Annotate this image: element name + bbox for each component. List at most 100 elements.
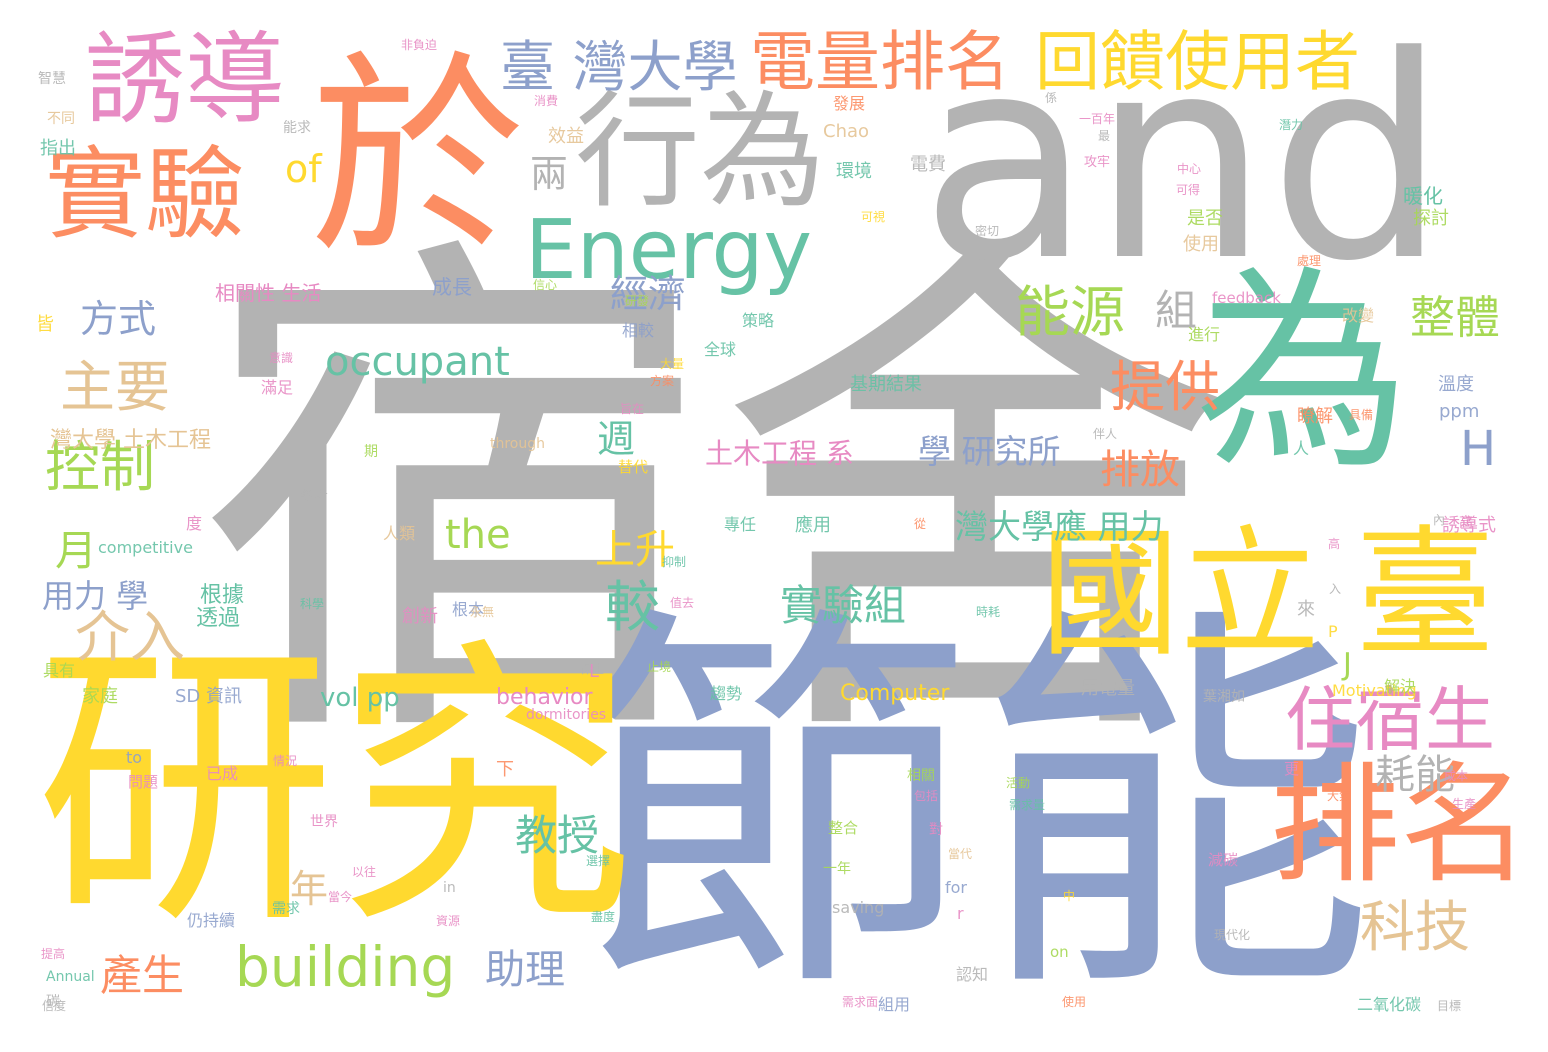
cloud-word: 研發: [625, 294, 650, 308]
cloud-word: 需求: [272, 901, 300, 917]
cloud-word: 活動: [1006, 776, 1031, 790]
cloud-word: 皆: [36, 314, 54, 335]
cloud-word: 透過: [196, 606, 241, 631]
cloud-word: 專任: [724, 515, 757, 534]
cloud-word: 信心: [533, 278, 558, 292]
cloud-word: 宿舍: [195, 197, 1235, 803]
cloud-word: P: [1328, 622, 1338, 641]
cloud-word: 實驗組: [780, 581, 907, 630]
cloud-word: 灣大學應 用力: [955, 507, 1164, 546]
cloud-word: 基期結果: [850, 374, 922, 395]
cloud-word: 行為: [575, 80, 825, 225]
cloud-word: 科學: [300, 597, 325, 611]
cloud-word: 全球: [704, 340, 737, 359]
cloud-word: 人: [1293, 439, 1310, 458]
cloud-word: 進行: [1188, 325, 1221, 344]
cloud-word: 來: [1297, 599, 1315, 620]
cloud-word: 碳: [46, 994, 60, 1010]
cloud-word: 電量排名: [750, 25, 1011, 100]
cloud-word: 成長: [432, 275, 472, 299]
cloud-word: 已成: [206, 764, 239, 783]
cloud-word: 最: [1098, 129, 1111, 143]
cloud-word: 大量: [660, 357, 685, 371]
cloud-word: 較: [605, 575, 661, 639]
cloud-word: 是否: [1187, 208, 1223, 229]
cloud-word: the: [445, 512, 511, 558]
cloud-word: 排放: [1100, 447, 1180, 493]
cloud-word: 潛力: [1279, 118, 1304, 132]
cloud-word: 兩: [530, 152, 569, 196]
cloud-word: 科技: [1360, 895, 1471, 959]
cloud-word: 整體: [1410, 291, 1501, 344]
cloud-word: 研究: [35, 615, 635, 964]
cloud-word: ppm: [1439, 401, 1480, 422]
cloud-word: 用電量: [1081, 678, 1135, 699]
cloud-word: 不同: [47, 111, 75, 127]
cloud-word: 排名: [1270, 749, 1531, 901]
cloud-word: 旨在: [620, 402, 645, 416]
cloud-word: H: [1460, 421, 1497, 477]
cloud-word: 主要: [60, 355, 171, 419]
cloud-word: 一百年: [1079, 112, 1116, 126]
cloud-word: of: [285, 147, 322, 191]
cloud-word: 指出: [40, 138, 76, 159]
cloud-word: 教授: [515, 811, 600, 860]
cloud-word: 度: [186, 514, 203, 533]
cloud-word: 值去: [670, 596, 695, 610]
cloud-word: 提高: [41, 947, 66, 961]
cloud-word: 選擇: [586, 854, 611, 868]
cloud-word: 上升: [595, 527, 675, 573]
cloud-word: 節能: [575, 577, 1375, 1042]
cloud-word: 學 研究所: [918, 432, 1061, 471]
cloud-word: 非負迫: [401, 38, 438, 52]
cloud-word: 消費: [534, 94, 559, 108]
cloud-word: 組: [1155, 286, 1198, 335]
cloud-word: 使用: [1062, 995, 1087, 1009]
cloud-word: 信度: [42, 999, 67, 1013]
cloud-word: 需求量: [1009, 798, 1046, 812]
cloud-word: 臺: [1355, 513, 1496, 676]
cloud-word: 效益: [548, 126, 584, 147]
cloud-word: 減碳: [1208, 851, 1239, 869]
cloud-word: 暖化: [1403, 184, 1443, 208]
cloud-word: 實驗: [45, 136, 245, 253]
cloud-word: 葉湘如: [1203, 689, 1245, 705]
cloud-word: dormitories: [526, 707, 607, 723]
cloud-word: 現代化: [1214, 928, 1251, 942]
cloud-word: 提供: [1110, 355, 1221, 419]
cloud-word: 國立: [1040, 513, 1321, 676]
cloud-word: 具備: [1349, 408, 1374, 422]
cloud-word: 抑制: [662, 555, 687, 569]
cloud-word: 方式: [80, 297, 157, 341]
cloud-word: 相較: [622, 321, 655, 340]
cloud-word: 可視: [861, 210, 886, 224]
cloud-word: to: [126, 748, 143, 767]
cloud-word: 替代: [618, 458, 649, 476]
cloud-word: 臺 灣大學: [500, 35, 738, 99]
cloud-word: 參考: [300, 489, 328, 505]
cloud-word: 土木工程 系: [705, 437, 854, 470]
cloud-word: 更: [1284, 760, 1300, 778]
cloud-word: 保生: [580, 662, 605, 676]
cloud-word: 二氧化碳: [1357, 995, 1422, 1014]
cloud-word: 期: [364, 444, 378, 460]
cloud-word: through: [490, 436, 546, 452]
cloud-word: 年: [290, 867, 329, 911]
cloud-word: 應用: [795, 515, 831, 536]
cloud-word: 係: [1045, 91, 1058, 105]
cloud-word: L: [589, 661, 600, 682]
cloud-word: 瞭解: [1297, 406, 1333, 427]
cloud-word: 可得: [1176, 183, 1201, 197]
cloud-word: r: [957, 904, 964, 923]
cloud-word: vol pp: [320, 683, 400, 713]
cloud-word: Annual: [46, 969, 95, 985]
cloud-word: 高: [1328, 537, 1341, 551]
cloud-word: and: [920, 0, 1447, 323]
cloud-word: Computer: [840, 681, 950, 706]
cloud-word: 方案: [650, 374, 675, 388]
cloud-word: 誘導: [85, 21, 285, 138]
cloud-word: 時耗: [976, 605, 1001, 619]
cloud-word: 智慧: [38, 71, 66, 87]
cloud-word: 盡度: [591, 910, 616, 924]
cloud-word: 目標: [1437, 999, 1462, 1013]
